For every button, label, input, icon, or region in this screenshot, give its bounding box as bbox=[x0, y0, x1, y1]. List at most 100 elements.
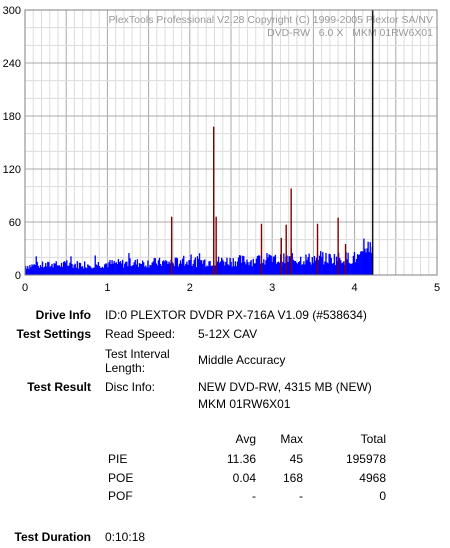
pie-bar bbox=[176, 258, 179, 275]
pie-bar bbox=[59, 266, 62, 275]
pie-bar bbox=[120, 263, 123, 275]
pie-bar bbox=[349, 263, 351, 275]
pie-bar bbox=[74, 263, 76, 275]
pie-bar bbox=[365, 252, 367, 275]
pie-bar bbox=[270, 255, 272, 275]
pie-bar bbox=[244, 261, 246, 275]
pie-bar bbox=[193, 259, 195, 275]
pie-bar bbox=[91, 268, 93, 275]
pie-bar bbox=[242, 255, 244, 275]
pie-bar bbox=[178, 263, 181, 275]
pie-bar bbox=[45, 263, 47, 275]
pie-bar bbox=[257, 255, 260, 275]
pie-bar bbox=[46, 266, 48, 275]
pie-bar bbox=[282, 261, 284, 275]
pie-bar bbox=[333, 254, 336, 275]
pie-bar bbox=[292, 259, 294, 275]
pie-bar bbox=[359, 254, 361, 275]
pie-bar bbox=[298, 261, 301, 275]
pie-bar bbox=[95, 264, 97, 275]
pie-bar bbox=[190, 254, 192, 275]
pie-bar bbox=[73, 264, 75, 275]
pie-bar bbox=[84, 261, 86, 275]
pie-bar bbox=[310, 264, 312, 275]
pie-bar bbox=[52, 267, 54, 275]
pie-bar bbox=[277, 261, 280, 275]
row-pie-total: 195978 bbox=[345, 452, 386, 466]
pie-bar bbox=[69, 262, 71, 275]
pie-bar bbox=[329, 254, 331, 275]
pie-bar bbox=[121, 259, 124, 275]
pie-bar bbox=[179, 260, 182, 275]
pie-bar bbox=[323, 264, 325, 275]
pie-bar bbox=[113, 260, 115, 275]
pie-bar bbox=[325, 252, 327, 275]
pie-bar bbox=[163, 260, 165, 275]
pie-bar bbox=[235, 266, 238, 275]
pie-bar bbox=[153, 258, 155, 275]
pie-bar bbox=[140, 263, 143, 275]
pie-bar bbox=[313, 255, 316, 275]
pie-bar bbox=[65, 262, 67, 275]
pie-bar bbox=[263, 259, 265, 275]
pie-bar bbox=[364, 248, 366, 275]
pie-bar bbox=[350, 263, 352, 275]
pie-bar bbox=[173, 265, 175, 275]
row-pof-avg: - bbox=[252, 489, 256, 503]
pie-bar bbox=[357, 255, 360, 275]
disc-info-value-2: MKM 01RW6X01 bbox=[198, 397, 291, 411]
pie-bar bbox=[230, 261, 232, 275]
row-pof-total: 0 bbox=[379, 489, 386, 503]
pie-bar bbox=[332, 262, 335, 275]
pie-bar bbox=[205, 266, 207, 275]
pie-bar bbox=[79, 263, 82, 275]
pie-bar bbox=[122, 267, 125, 275]
pie-bar bbox=[72, 268, 74, 275]
pie-bar bbox=[297, 262, 300, 275]
pie-bar bbox=[202, 263, 204, 275]
pie-bar bbox=[118, 262, 121, 275]
pie-bar bbox=[115, 262, 117, 275]
row-pie-max: 45 bbox=[289, 452, 303, 466]
pie-bar bbox=[294, 261, 297, 275]
pie-bar bbox=[48, 262, 50, 275]
pie-bar bbox=[58, 265, 61, 275]
pie-bar bbox=[347, 252, 349, 275]
pie-bar bbox=[194, 257, 196, 275]
pie-poe-chart: PlexTools Professional V2.28 Copyright (… bbox=[3, 5, 440, 294]
pie-bar bbox=[164, 261, 166, 275]
pie-bar bbox=[192, 263, 194, 275]
pie-bar bbox=[326, 262, 328, 275]
disc-info-value-1: NEW DVD-RW, 4315 MB (NEW) bbox=[198, 380, 372, 394]
pie-bar bbox=[75, 267, 77, 275]
pie-bar bbox=[321, 256, 323, 275]
pie-bar bbox=[255, 258, 258, 275]
pie-bar bbox=[225, 261, 227, 275]
pie-bar bbox=[41, 261, 44, 275]
pie-bar bbox=[56, 265, 58, 275]
pie-bar bbox=[209, 260, 211, 275]
pie-bar bbox=[291, 253, 293, 275]
pie-bar bbox=[49, 267, 51, 275]
pie-bar bbox=[67, 265, 69, 275]
plot-frame bbox=[24, 9, 438, 276]
pie-bar bbox=[51, 263, 53, 275]
pie-bar bbox=[330, 257, 332, 275]
pie-bar bbox=[139, 263, 142, 275]
pie-bar bbox=[295, 262, 298, 275]
y-tick-label: 240 bbox=[3, 58, 21, 70]
pie-bar bbox=[26, 268, 28, 275]
pie-bar bbox=[355, 258, 358, 275]
test-duration-value: 0:10:18 bbox=[105, 530, 146, 544]
x-tick-label: 1 bbox=[104, 282, 110, 294]
row-poe-avg: 0.04 bbox=[232, 471, 256, 485]
pie-bar bbox=[208, 261, 210, 275]
x-tick-label: 0 bbox=[22, 282, 28, 294]
pie-bar bbox=[269, 255, 271, 275]
pie-bar bbox=[231, 266, 233, 275]
pie-bar bbox=[206, 265, 208, 275]
test-result-label: Test Result bbox=[27, 380, 91, 394]
y-tick-label: 120 bbox=[3, 164, 21, 176]
pie-bar bbox=[135, 264, 137, 275]
